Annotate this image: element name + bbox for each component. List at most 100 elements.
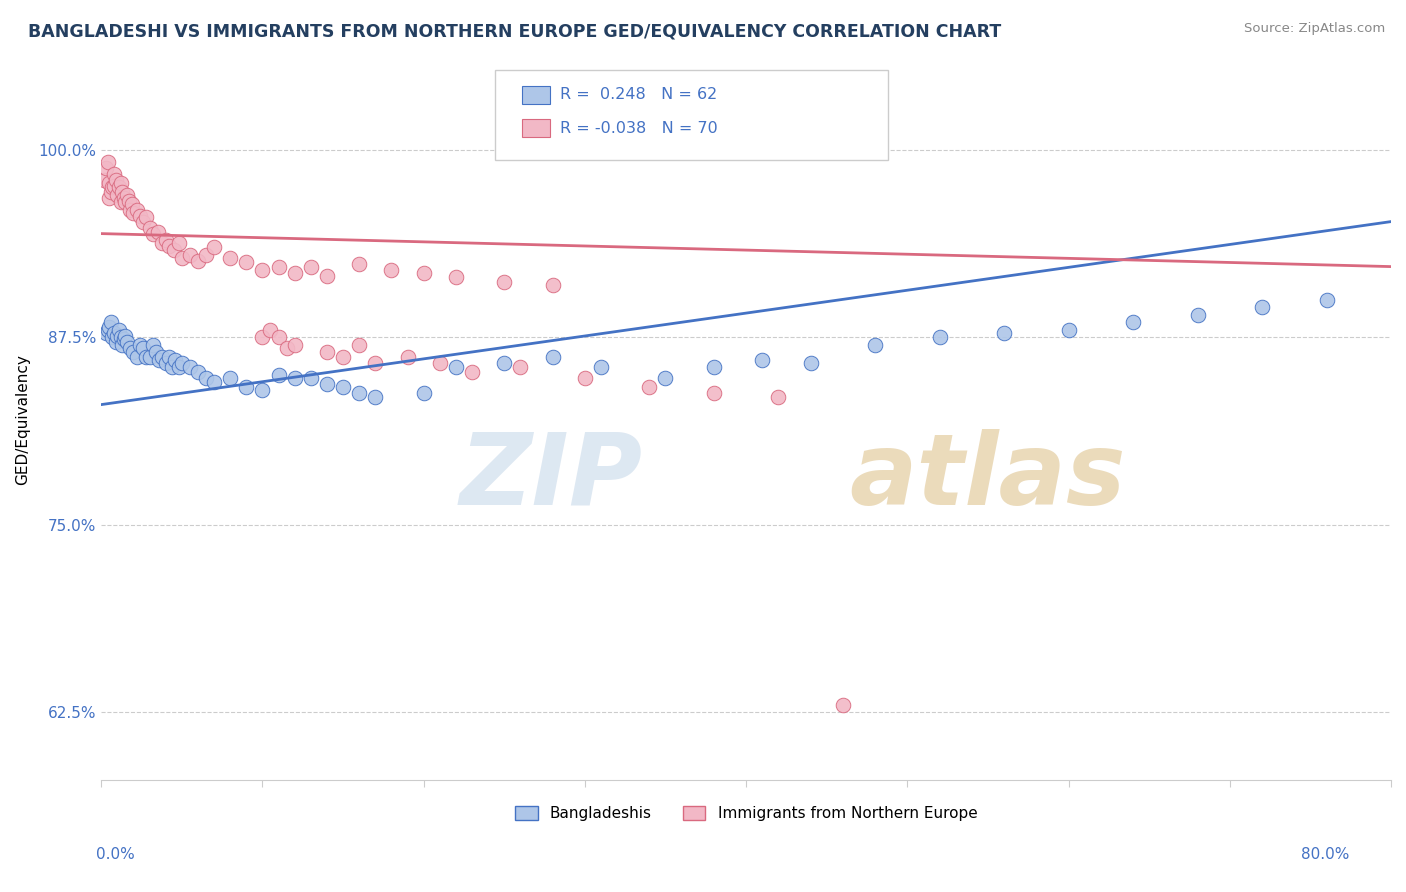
Point	[132, 214, 155, 228]
Point	[541, 350, 564, 364]
Point	[93, 172, 115, 186]
Point	[444, 360, 467, 375]
Point	[114, 195, 136, 210]
Point	[1057, 323, 1080, 337]
Point	[94, 161, 117, 175]
Point	[993, 326, 1015, 340]
Point	[235, 255, 257, 269]
Point	[316, 376, 339, 391]
Point	[541, 277, 564, 292]
Point	[1251, 300, 1274, 314]
Point	[142, 337, 165, 351]
Point	[284, 266, 307, 280]
Point	[179, 360, 201, 375]
Point	[509, 360, 531, 375]
Point	[347, 385, 370, 400]
Point	[104, 334, 127, 349]
Point	[187, 253, 209, 268]
Point	[101, 330, 124, 344]
Point	[103, 167, 125, 181]
Point	[163, 243, 186, 257]
Point	[98, 191, 121, 205]
Point	[412, 266, 434, 280]
Text: atlas: atlas	[849, 429, 1126, 525]
Point	[267, 260, 290, 274]
Point	[179, 247, 201, 261]
Point	[703, 385, 725, 400]
Point	[751, 352, 773, 367]
Point	[167, 360, 190, 375]
Point	[299, 370, 322, 384]
Point	[267, 330, 290, 344]
Point	[105, 187, 128, 202]
Point	[155, 356, 177, 370]
Point	[108, 180, 131, 194]
Point	[364, 390, 387, 404]
Point	[110, 195, 132, 210]
Point	[170, 356, 193, 370]
Point	[110, 176, 132, 190]
Point	[145, 345, 167, 359]
Point	[105, 328, 128, 343]
Point	[364, 356, 387, 370]
Point	[1187, 308, 1209, 322]
Point	[589, 360, 612, 375]
Point	[155, 233, 177, 247]
Point	[235, 379, 257, 393]
Point	[135, 350, 157, 364]
Point	[97, 323, 120, 337]
Point	[142, 227, 165, 241]
FancyBboxPatch shape	[522, 86, 550, 104]
Point	[122, 345, 145, 359]
Point	[170, 251, 193, 265]
Point	[108, 323, 131, 337]
Point	[259, 323, 281, 337]
Point	[111, 337, 134, 351]
FancyBboxPatch shape	[522, 119, 550, 137]
Point	[152, 350, 174, 364]
Point	[157, 350, 180, 364]
Point	[160, 360, 183, 375]
Point	[103, 326, 125, 340]
Point	[1122, 315, 1144, 329]
Point	[863, 337, 886, 351]
Point	[187, 365, 209, 379]
Point	[1315, 293, 1337, 307]
Point	[135, 210, 157, 224]
Point	[252, 383, 274, 397]
Point	[276, 341, 298, 355]
Point	[574, 370, 596, 384]
Text: 80.0%: 80.0%	[1302, 847, 1350, 862]
Point	[97, 154, 120, 169]
Point	[429, 356, 451, 370]
Text: R = -0.038   N = 70: R = -0.038 N = 70	[561, 120, 718, 136]
Text: BANGLADESHI VS IMMIGRANTS FROM NORTHERN EUROPE GED/EQUIVALENCY CORRELATION CHART: BANGLADESHI VS IMMIGRANTS FROM NORTHERN …	[28, 22, 1001, 40]
Point	[219, 251, 242, 265]
Point	[157, 238, 180, 252]
Point	[800, 356, 823, 370]
Point	[284, 337, 307, 351]
Point	[121, 196, 143, 211]
Point	[101, 180, 124, 194]
Point	[115, 187, 138, 202]
Y-axis label: GED/Equivalency: GED/Equivalency	[15, 354, 30, 485]
Point	[110, 330, 132, 344]
Point	[284, 370, 307, 384]
Point	[494, 356, 516, 370]
Point	[122, 205, 145, 219]
Point	[703, 360, 725, 375]
Point	[125, 202, 148, 217]
Point	[114, 328, 136, 343]
Point	[202, 240, 225, 254]
Point	[252, 330, 274, 344]
Point	[195, 247, 218, 261]
Point	[138, 220, 160, 235]
Point	[167, 235, 190, 250]
Point	[494, 275, 516, 289]
Point	[146, 225, 169, 239]
Legend: Bangladeshis, Immigrants from Northern Europe: Bangladeshis, Immigrants from Northern E…	[510, 802, 981, 826]
Point	[461, 365, 484, 379]
Text: R =  0.248   N = 62: R = 0.248 N = 62	[561, 87, 717, 103]
Point	[347, 337, 370, 351]
Point	[654, 370, 676, 384]
